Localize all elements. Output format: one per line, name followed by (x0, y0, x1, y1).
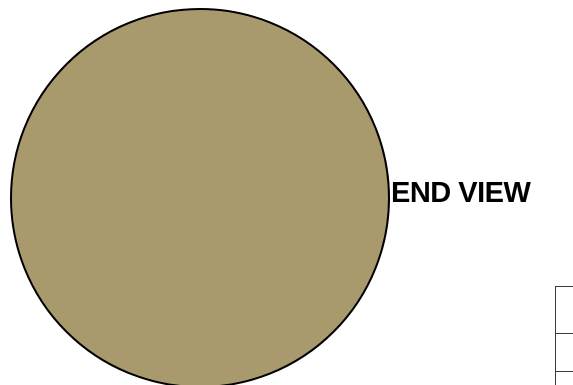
end-view-label: END VIEW (391, 177, 531, 209)
title-block-table (555, 286, 573, 385)
end-view-circle (10, 8, 390, 385)
